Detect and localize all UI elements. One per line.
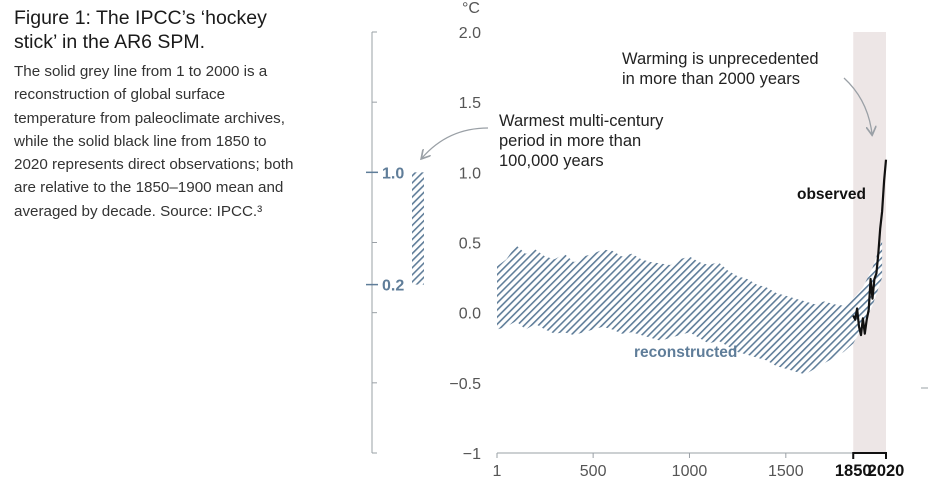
- x-tick-label-bold: 2020: [868, 462, 905, 480]
- observed-series-line: [852, 159, 888, 337]
- warming-arrow: [843, 77, 872, 134]
- x-tick-label: 1: [493, 463, 502, 480]
- y-tick-label: −0.5: [449, 376, 481, 393]
- y-tick-label: 1.5: [459, 95, 481, 112]
- y-tick-label: −1: [463, 446, 481, 463]
- annotation-warmest-line2: period in more than: [499, 132, 641, 150]
- x-tick-label: 500: [580, 463, 607, 480]
- annotation-warmest-line3: 100,000 years: [499, 152, 604, 170]
- shaded-period-1850-2020: [853, 32, 886, 453]
- y-tick-label: 0.5: [459, 236, 481, 253]
- y-tick-label: 1.0: [459, 165, 481, 182]
- reconstructed-series-band: [497, 239, 883, 375]
- figure-description: The solid grey line from 1 to 2000 is a …: [14, 63, 294, 220]
- x-tick-label-bold: 1850: [835, 462, 872, 480]
- y-tick-label: 0.0: [459, 306, 481, 323]
- scale-bar-band: [412, 172, 424, 285]
- x-tick-label: 1000: [672, 463, 708, 480]
- annotation-warming-line2: in more than 2000 years: [622, 70, 800, 88]
- x-tick-label: 1500: [768, 463, 804, 480]
- reconstructed-label: reconstructed: [634, 344, 737, 361]
- y-axis: 2.0 1.5 1.0 0.5 0.0 −0.5 −1: [449, 25, 481, 463]
- y-axis-unit-label: °C: [462, 0, 480, 17]
- annotation-warmest-line1: Warmest multi-century: [499, 112, 664, 130]
- scale-bar-bottom-label: 0.2: [382, 278, 404, 295]
- warmest-arrow: [422, 127, 489, 158]
- scale-bar-top-label: 1.0: [382, 165, 404, 182]
- scale-bar: [366, 31, 378, 454]
- y-tick-label: 2.0: [459, 25, 481, 42]
- recent-period-bracket: [852, 452, 887, 459]
- annotation-warming-line1: Warming is unprecedented: [622, 50, 819, 68]
- figure-title: Figure 1: The IPCC’s ‘hockey stick’ in t…: [14, 7, 267, 53]
- observed-label: observed: [797, 186, 866, 203]
- figure-caption: Figure 1: The IPCC’s ‘hockey stick’ in t…: [14, 6, 304, 223]
